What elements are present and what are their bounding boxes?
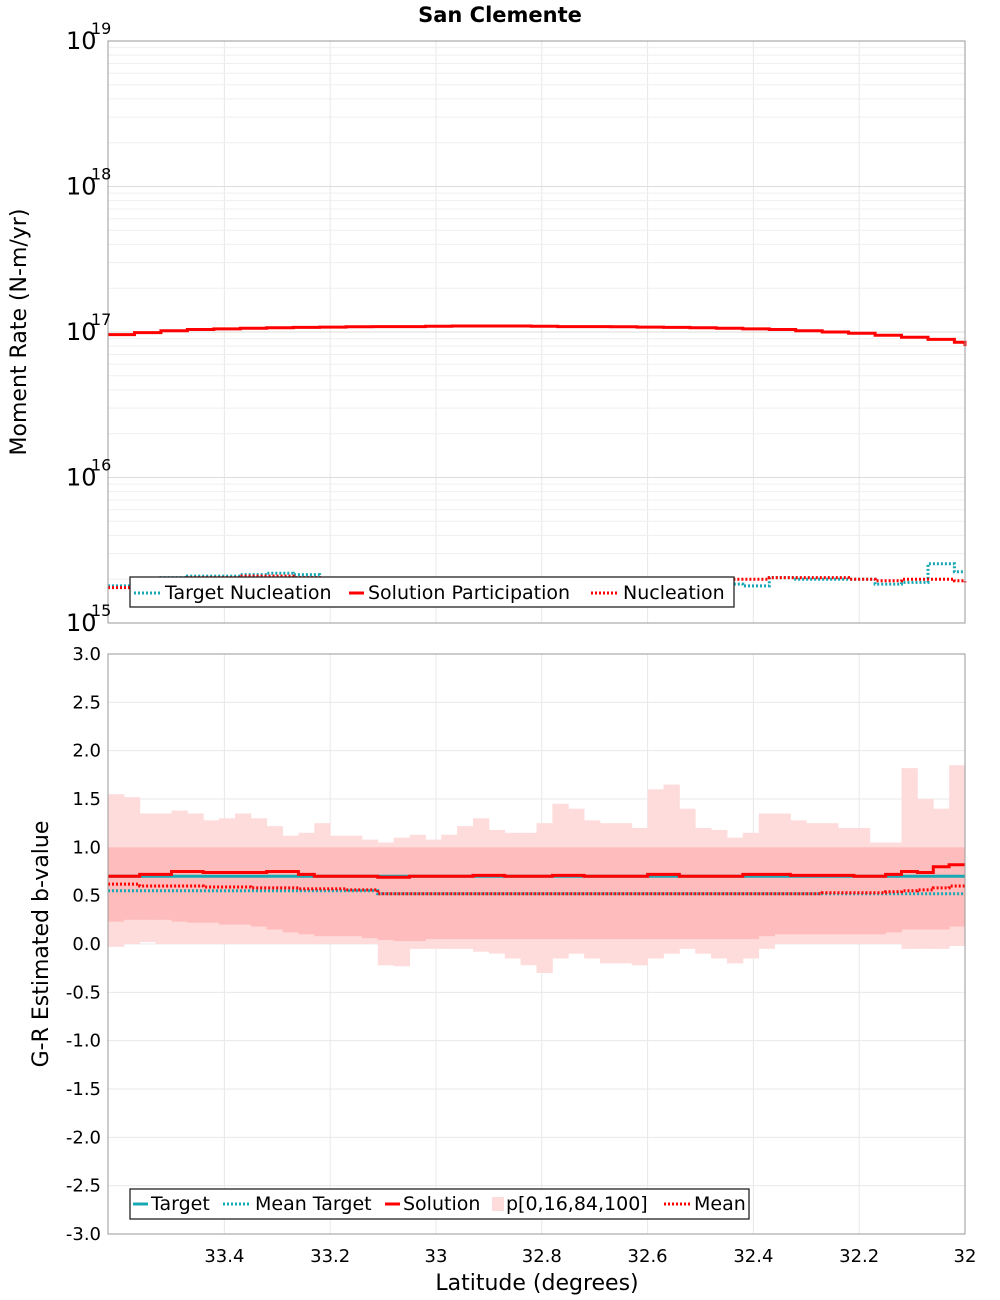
legend-label-target-nucleation: Target Nucleation xyxy=(164,582,332,604)
legend-label-solution: Solution xyxy=(403,1193,480,1215)
top-y-tick-exp-0: 15 xyxy=(91,601,111,620)
top-y-tick-exp-4: 19 xyxy=(91,19,111,38)
bottom-series-mean-target xyxy=(108,889,965,896)
chart-title: San Clemente xyxy=(418,3,582,27)
band-inner-12 xyxy=(298,847,315,935)
band-inner-14 xyxy=(330,847,347,937)
legend-label-mean-target: Mean Target xyxy=(255,1193,372,1215)
legend-label-solution-participation: Solution Participation xyxy=(368,582,570,604)
top-y-tick-base-2: 10 xyxy=(66,318,97,346)
bottom-y-tick-1: -2.5 xyxy=(66,1176,101,1197)
band-inner-48 xyxy=(869,847,887,935)
top-legend: Target Nucleation Solution Participation… xyxy=(129,576,735,608)
bottom-y-tick-4: -1.0 xyxy=(66,1031,101,1052)
band-inner-41 xyxy=(758,847,775,937)
top-y-tick-base-0: 10 xyxy=(66,609,97,637)
bottom-y-ticks: -3.0 -2.5 -2.0 -1.5 -1.0 -0.5 0.0 0.5 1.0 1.5 2.0 2… xyxy=(66,644,101,1245)
x-axis-label: Latitude (degrees) xyxy=(435,1271,638,1296)
band-inner-49 xyxy=(885,847,902,933)
top-y-tick-base-1: 10 xyxy=(66,464,97,492)
bottom-y-tick-7: 0.5 xyxy=(72,886,101,907)
band-inner-15 xyxy=(346,847,363,937)
top-legend-frame xyxy=(129,576,735,608)
bottom-y-tick-0: -3.0 xyxy=(66,1224,101,1245)
band-inner-43 xyxy=(790,847,807,935)
bottom-y-axis-label: G-R Estimated b-value xyxy=(29,821,54,1068)
bottom-y-tick-5: -0.5 xyxy=(66,982,101,1003)
band-inner-45 xyxy=(822,847,839,935)
bottom-series-mean xyxy=(108,882,965,896)
top-y-tick-exp-1: 16 xyxy=(91,456,111,475)
band-inner-25 xyxy=(504,847,522,940)
legend-label-nucleation: Nucleation xyxy=(623,582,725,604)
bottom-series-solution xyxy=(108,863,965,879)
band-inner-6 xyxy=(203,847,220,923)
band-inner-9 xyxy=(250,847,268,927)
band-inner-42 xyxy=(774,847,791,935)
bottom-legend: Target Mean Target Solution p[0,16,84,10… xyxy=(129,1188,750,1220)
band-inner-24 xyxy=(488,847,506,940)
band-inner-27 xyxy=(536,847,553,940)
top-y-tick-base-4: 10 xyxy=(66,27,97,55)
band-inner-7 xyxy=(219,847,236,925)
band-inner-46 xyxy=(838,847,855,935)
band-inner-47 xyxy=(853,847,871,935)
legend-swatch-percentile-band xyxy=(492,1197,504,1211)
band-inner-13 xyxy=(314,847,331,937)
bottom-y-tick-6: 0.0 xyxy=(72,934,101,955)
bottom-panel: -3.0 -2.5 -2.0 -1.5 -1.0 -0.5 0.0 0.5 1.0 1.5 2.0 2… xyxy=(29,644,976,1296)
top-plot-frame xyxy=(107,40,966,624)
bottom-y-tick-10: 2.0 xyxy=(72,741,101,762)
bottom-y-tick-8: 1.0 xyxy=(72,837,101,858)
x-tick-5: 32.4 xyxy=(733,1246,773,1267)
band-inner-16 xyxy=(361,847,379,939)
bottom-plot-frame xyxy=(107,653,966,1235)
bottom-x-ticks: 33.4 33.2 33 32.8 32.6 32.4 32.2 32 xyxy=(204,1246,976,1267)
band-inner-44 xyxy=(806,847,823,935)
band-inner-2 xyxy=(139,847,156,920)
bottom-y-tick-2: -2.0 xyxy=(66,1127,101,1148)
x-tick-7: 32 xyxy=(954,1246,977,1267)
bottom-y-tick-9: 1.5 xyxy=(72,789,101,810)
legend-label-percentile-band: p[0,16,84,100] xyxy=(506,1193,648,1215)
x-tick-0: 33.4 xyxy=(204,1246,244,1267)
band-inner-3 xyxy=(155,847,172,920)
legend-label-target: Target xyxy=(150,1193,210,1215)
x-tick-4: 32.6 xyxy=(628,1246,668,1267)
x-tick-1: 33.2 xyxy=(310,1246,350,1267)
top-y-tick-exp-2: 17 xyxy=(91,310,111,329)
top-series-solution-participation xyxy=(108,324,967,347)
top-y-tick-base-3: 10 xyxy=(66,173,97,201)
bottom-series xyxy=(108,863,965,896)
top-y-tick-exp-3: 18 xyxy=(91,165,111,184)
band-inner-28 xyxy=(552,847,569,940)
band-inner-8 xyxy=(235,847,252,925)
band-inner-10 xyxy=(266,847,283,930)
x-tick-2: 33 xyxy=(425,1246,448,1267)
x-tick-3: 32.8 xyxy=(522,1246,562,1267)
band-inner-50 xyxy=(901,847,918,930)
bottom-y-tick-3: -1.5 xyxy=(66,1079,101,1100)
band-inner-53 xyxy=(949,847,966,927)
band-inner-26 xyxy=(520,847,537,940)
band-inner-51 xyxy=(917,847,934,930)
bottom-y-tick-11: 2.5 xyxy=(72,692,101,713)
top-y-axis-label: Moment Rate (N-m/yr) xyxy=(7,209,32,456)
bottom-legend-frame xyxy=(129,1188,750,1220)
legend-label-mean: Mean xyxy=(694,1193,746,1215)
bottom-y-tick-12: 3.0 xyxy=(72,644,101,665)
x-tick-6: 32.2 xyxy=(839,1246,879,1267)
band-inner-11 xyxy=(282,847,299,933)
